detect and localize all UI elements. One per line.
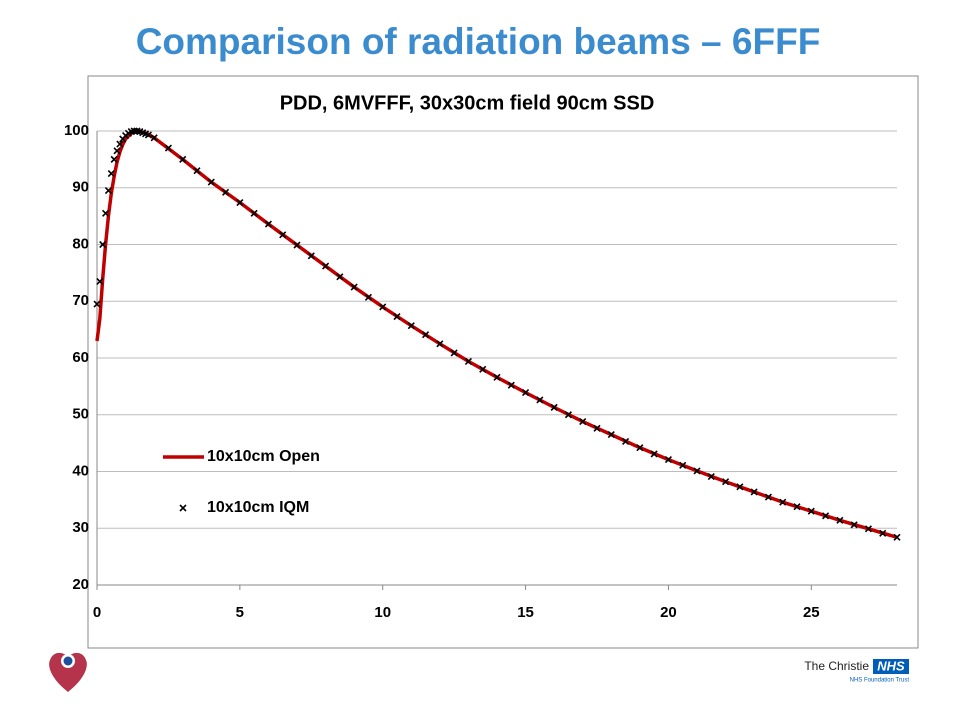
data-point: [536, 396, 544, 404]
data-point: [113, 147, 121, 155]
chart-frame: [87, 75, 919, 649]
data-point: [564, 411, 572, 419]
data-point: [236, 198, 244, 207]
y-tick-label: 70: [72, 292, 89, 309]
data-point: [264, 220, 272, 228]
nhs-text: NHS: [877, 658, 905, 673]
data-point: [110, 155, 118, 163]
data-point: [707, 473, 715, 481]
x-tick-label: 5: [236, 604, 244, 621]
data-point: [679, 461, 687, 469]
y-tick-label: 80: [72, 235, 89, 252]
data-point: [607, 431, 615, 439]
data-point: [179, 155, 187, 163]
data-point: [422, 331, 430, 339]
data-point: [750, 488, 758, 496]
data-point: [793, 503, 801, 511]
data-point: [222, 188, 230, 196]
data-point: [102, 209, 110, 217]
y-tick-label: 40: [72, 462, 89, 479]
data-point: [464, 357, 472, 365]
data-point: [279, 231, 287, 239]
data-point: [364, 293, 372, 301]
data-point: [722, 478, 730, 486]
x-tick-label: 15: [517, 604, 534, 621]
data-point: [393, 313, 401, 321]
x-tick-label: 10: [374, 604, 391, 621]
data-point: [593, 424, 601, 432]
y-tick-label: 60: [72, 349, 89, 366]
data-point: [493, 373, 501, 381]
data-point: [836, 516, 844, 524]
data-point: [407, 322, 415, 330]
data-point: [779, 498, 787, 506]
data-point: [322, 262, 330, 270]
data-point: [764, 493, 772, 501]
data-point: [293, 241, 301, 249]
data-point: [116, 140, 124, 148]
data-point: [96, 277, 104, 285]
x-tick-label: 25: [803, 604, 820, 621]
data-point: [207, 178, 215, 186]
y-tick-label: 50: [72, 406, 89, 423]
data-point: [522, 389, 530, 397]
data-point: [579, 417, 587, 426]
data-point: [436, 340, 444, 348]
data-point: [693, 467, 701, 475]
chart-title: PDD, 6MVFFF, 30x30cm field 90cm SSD: [280, 92, 655, 114]
nhs-badge: [873, 659, 909, 674]
y-tick-label: 20: [72, 576, 89, 593]
logo: [49, 652, 87, 692]
legend-swatch: [179, 504, 187, 512]
legend-label: 10x10cm Open: [207, 448, 320, 465]
y-tick-label: 90: [72, 179, 89, 196]
data-point: [144, 131, 152, 139]
org-name: The Christie: [804, 659, 869, 673]
data-point: [879, 529, 887, 537]
trust-name: NHS Foundation Trust: [850, 678, 910, 684]
data-point: [130, 127, 138, 135]
slide-title: Comparison of radiation beams – 6FFF: [136, 21, 821, 62]
data-point: [822, 512, 830, 520]
data-point: [336, 273, 344, 281]
data-point: [864, 525, 872, 533]
x-tick-label: 20: [660, 604, 677, 621]
data-point: [850, 521, 858, 529]
data-point: [636, 444, 644, 452]
data-point: [164, 144, 172, 152]
y-tick-label: 100: [64, 122, 89, 139]
data-point: [379, 303, 387, 311]
data-point: [99, 240, 107, 249]
data-point: [479, 365, 487, 373]
x-tick-label: 0: [93, 604, 101, 621]
data-point: [622, 437, 630, 445]
y-tick-label: 30: [72, 519, 89, 536]
data-point: [250, 209, 258, 217]
data-point: [193, 167, 201, 175]
data-point: [507, 381, 515, 389]
data-point: [307, 252, 315, 260]
data-point: [150, 134, 158, 142]
data-point: [664, 456, 672, 464]
data-point: [350, 283, 358, 291]
data-point: [736, 483, 744, 491]
data-point: [104, 187, 112, 195]
data-point: [107, 169, 115, 178]
data-point: [450, 349, 458, 357]
data-point: [93, 300, 101, 308]
data-point: [893, 533, 901, 541]
data-point: [550, 403, 558, 411]
data-point: [807, 507, 815, 515]
legend-label: 10x10cm IQM: [207, 499, 309, 516]
data-point: [650, 450, 658, 458]
